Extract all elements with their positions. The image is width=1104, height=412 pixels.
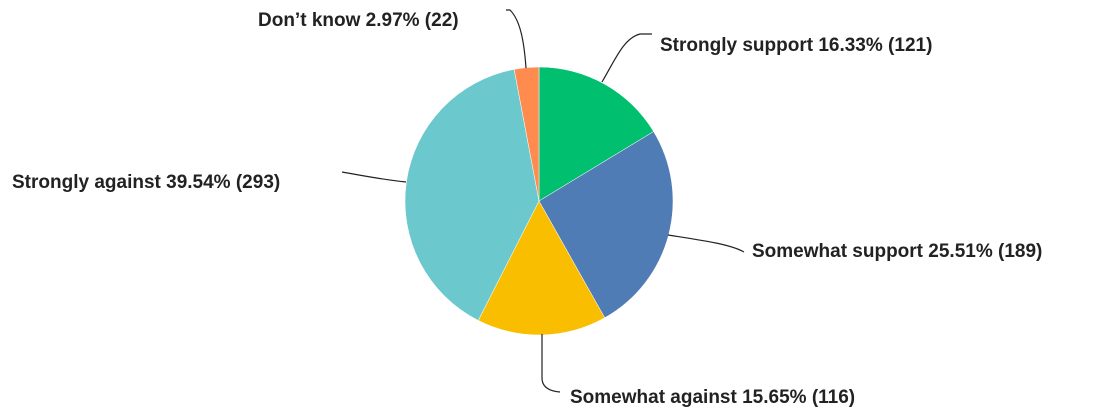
leader-strongly-support xyxy=(601,33,652,83)
slice-strongly-support xyxy=(538,66,654,202)
label-strongly-against: Strongly against 39.54% (293) xyxy=(12,172,280,193)
leader-somewhat-against xyxy=(541,334,561,393)
slice-strongly-against xyxy=(404,69,540,321)
leader-dont-know xyxy=(506,9,527,69)
label-dont-know: Don’t know 2.97% (22) xyxy=(258,10,459,31)
leader-strongly-against xyxy=(341,171,407,183)
leader-somewhat-support xyxy=(667,234,745,253)
pie-slices xyxy=(404,66,674,336)
leader-lines xyxy=(341,9,745,393)
label-somewhat-against: Somewhat against 15.65% (116) xyxy=(570,387,855,408)
label-strongly-support: Strongly support 16.33% (121) xyxy=(660,35,932,56)
label-somewhat-support: Somewhat support 25.51% (189) xyxy=(752,241,1042,262)
slice-labels: Strongly support 16.33% (121) Somewhat s… xyxy=(12,10,1042,408)
